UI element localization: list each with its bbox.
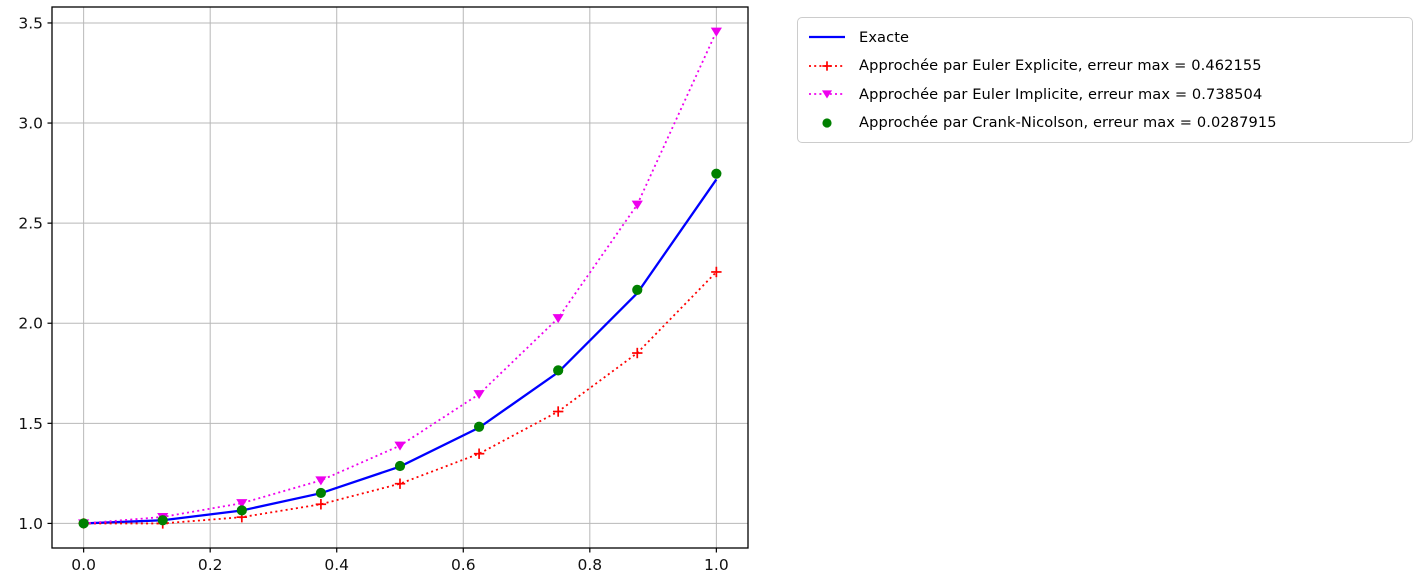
legend-item-euler-explicite: Approchée par Euler Explicite, erreur ma… <box>808 52 1402 80</box>
chart-plot-area: 0.0 0.2 0.4 0.6 0.8 1.0 1.0 1.5 2.0 2.5 3.0 3.5 <box>18 6 749 574</box>
legend: Exacte Approchée par Euler Explicite, er… <box>797 17 1413 143</box>
svg-text:2.0: 2.0 <box>18 315 43 333</box>
series-2 <box>78 27 722 529</box>
svg-text:0.4: 0.4 <box>324 556 349 574</box>
svg-text:0.8: 0.8 <box>577 556 602 574</box>
svg-text:2.5: 2.5 <box>18 215 43 233</box>
y-axis-ticks: 1.0 1.5 2.0 2.5 3.0 3.5 <box>18 14 52 533</box>
axes-spines <box>51 6 749 549</box>
x-axis-ticks: 0.0 0.2 0.4 0.6 0.8 1.0 <box>71 548 729 574</box>
legend-item-crank-nicolson: Approchée par Crank-Nicolson, erreur max… <box>808 109 1402 137</box>
legend-label-crank-nicolson: Approchée par Crank-Nicolson, erreur max… <box>859 114 1277 132</box>
svg-text:1.0: 1.0 <box>18 515 43 533</box>
svg-text:3.0: 3.0 <box>18 115 43 133</box>
svg-text:0.0: 0.0 <box>71 556 96 574</box>
grid-lines <box>52 7 748 548</box>
legend-circle-marker-icon <box>808 113 846 133</box>
legend-triangle-marker-icon <box>808 84 846 104</box>
svg-text:0.6: 0.6 <box>451 556 476 574</box>
legend-plus-marker-icon <box>808 56 846 76</box>
svg-text:1.0: 1.0 <box>704 556 729 574</box>
svg-text:3.5: 3.5 <box>18 14 43 32</box>
legend-label-exacte: Exacte <box>859 28 910 46</box>
legend-label-euler-implicite: Approchée par Euler Implicite, erreur ma… <box>859 85 1263 103</box>
legend-item-euler-implicite: Approchée par Euler Implicite, erreur ma… <box>808 80 1402 108</box>
legend-line-sample-icon <box>808 27 846 47</box>
svg-text:0.2: 0.2 <box>198 556 223 574</box>
legend-label-euler-explicite: Approchée par Euler Explicite, erreur ma… <box>859 57 1262 75</box>
legend-item-exacte: Exacte <box>808 23 1402 51</box>
svg-text:1.5: 1.5 <box>18 415 43 433</box>
series-3 <box>78 168 722 529</box>
